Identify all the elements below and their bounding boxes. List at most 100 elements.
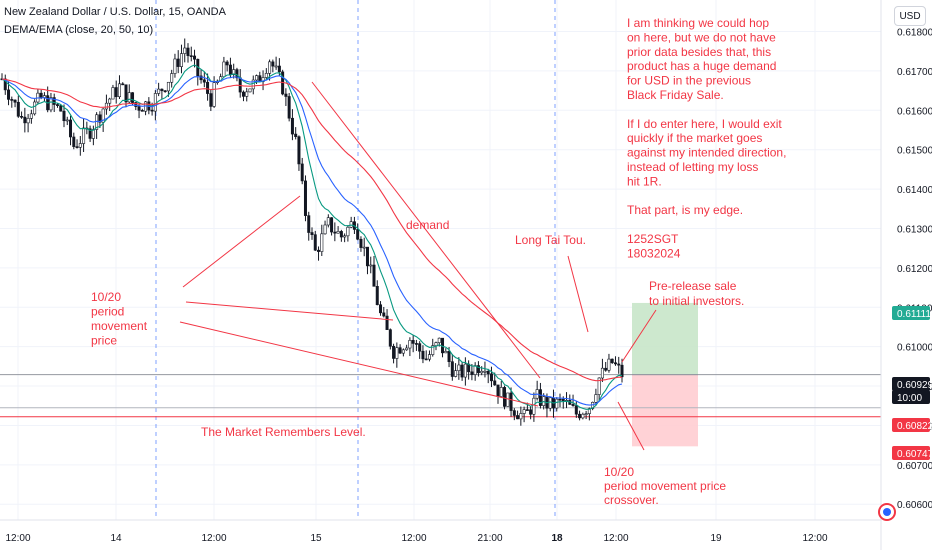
trend-line[interactable] (567, 255, 589, 333)
candle-body (617, 363, 621, 366)
candle-body (379, 304, 383, 314)
candle-body (104, 102, 108, 110)
candle-body (193, 55, 197, 60)
candle-body (437, 337, 441, 343)
candle-body (574, 405, 578, 415)
candle-body (268, 61, 272, 74)
trend-line[interactable] (621, 309, 657, 363)
moving-average-line (1, 64, 623, 410)
currency-button[interactable]: USD (894, 6, 926, 26)
candle-body (607, 358, 611, 371)
candle-body (95, 114, 99, 130)
candle-body (134, 102, 138, 107)
candle-body (170, 73, 174, 83)
candle-body (600, 367, 604, 379)
candle-body (555, 398, 559, 409)
candle-body (369, 264, 373, 267)
candle-body (493, 380, 497, 386)
candle-body (179, 53, 183, 67)
candle-body (7, 89, 11, 100)
candle-body (160, 88, 164, 92)
candle-body (538, 389, 542, 406)
candle-body (450, 361, 454, 377)
candle-body (532, 397, 536, 415)
profit-zone[interactable] (632, 302, 698, 375)
candle-body (382, 312, 386, 317)
trend-line[interactable] (617, 401, 645, 451)
note-text-line: for USD in the previous (627, 74, 751, 88)
candle-body (287, 96, 291, 119)
candle-body (202, 79, 206, 83)
price-axis: 0.61800 0.61700 0.61600 0.61500 0.61400 0.613… (880, 0, 932, 550)
candle-body (23, 116, 27, 124)
indicator-legend[interactable]: DEMA/EMA (close, 20, 50, 10) (4, 24, 154, 36)
note-text-line: quickly if the market goes (627, 131, 762, 145)
time-tick-label: 15 (310, 533, 322, 544)
candle-body (444, 351, 448, 354)
price-tick-label: 0.61300 (897, 224, 932, 235)
price-badge (892, 390, 930, 404)
candle-body (610, 358, 614, 364)
price-badge-label: 0.60822 (897, 421, 932, 432)
crossover-label: period movement price (604, 479, 726, 493)
price-tick-label: 0.61400 (897, 185, 932, 196)
candle-body (39, 92, 43, 98)
candlestick-series (0, 38, 624, 426)
trend-line[interactable] (182, 195, 301, 288)
candle-body (127, 92, 131, 103)
candle-body (522, 409, 526, 414)
note-text-line: hit 1R. (627, 174, 662, 188)
tradingview-logo-icon[interactable] (878, 503, 896, 521)
candle-body (49, 97, 53, 111)
candle-body (75, 146, 79, 148)
candle-body (232, 69, 236, 75)
candle-body (33, 101, 37, 115)
candle-body (336, 231, 340, 234)
candle-body (88, 128, 92, 139)
candle-body (323, 224, 327, 235)
symbol-title[interactable]: New Zealand Dollar / U.S. Dollar, 15, OA… (4, 6, 226, 18)
candle-body (503, 387, 507, 407)
pre-release-label: to initial investors. (649, 294, 744, 308)
trend-line[interactable] (311, 81, 541, 379)
candle-body (401, 349, 405, 354)
candle-body (349, 221, 353, 228)
candle-body (310, 232, 314, 235)
candle-body (388, 329, 392, 347)
candle-body (114, 87, 118, 98)
moving-average-line (1, 75, 623, 406)
candle-body (62, 110, 66, 122)
price-badge (892, 306, 930, 320)
candle-body (108, 98, 112, 104)
candle-body (245, 91, 249, 97)
candle-body (16, 101, 20, 117)
candle-body (330, 217, 334, 233)
candle-body (356, 229, 360, 240)
loss-zone[interactable] (632, 374, 698, 447)
candle-body (199, 75, 203, 81)
time-axis: 12:00 14 12:00 15 12:00 21:00 18 12:00 19 12:00 (0, 519, 881, 544)
candle-body (548, 397, 552, 409)
trend-line[interactable] (179, 321, 539, 407)
candle-body (496, 384, 500, 397)
candle-body (509, 392, 513, 411)
candle-body (173, 58, 177, 74)
candle-body (284, 93, 288, 97)
note-text-line: If I do enter here, I would exit (627, 117, 782, 131)
price-badge (892, 446, 930, 460)
candle-body (571, 404, 575, 406)
candle-body (320, 233, 324, 252)
candle-body (558, 398, 562, 401)
time-tick-label: 12:00 (5, 533, 30, 544)
crossover-label: 10/20 (604, 465, 634, 479)
period-movement-label: 10/20 (91, 290, 121, 304)
trend-line[interactable] (185, 301, 394, 321)
candle-body (297, 136, 301, 165)
candle-body (124, 84, 128, 103)
candle-body (183, 47, 187, 54)
candle-body (519, 413, 523, 420)
candle-body (460, 364, 464, 378)
candle-body (206, 81, 210, 94)
